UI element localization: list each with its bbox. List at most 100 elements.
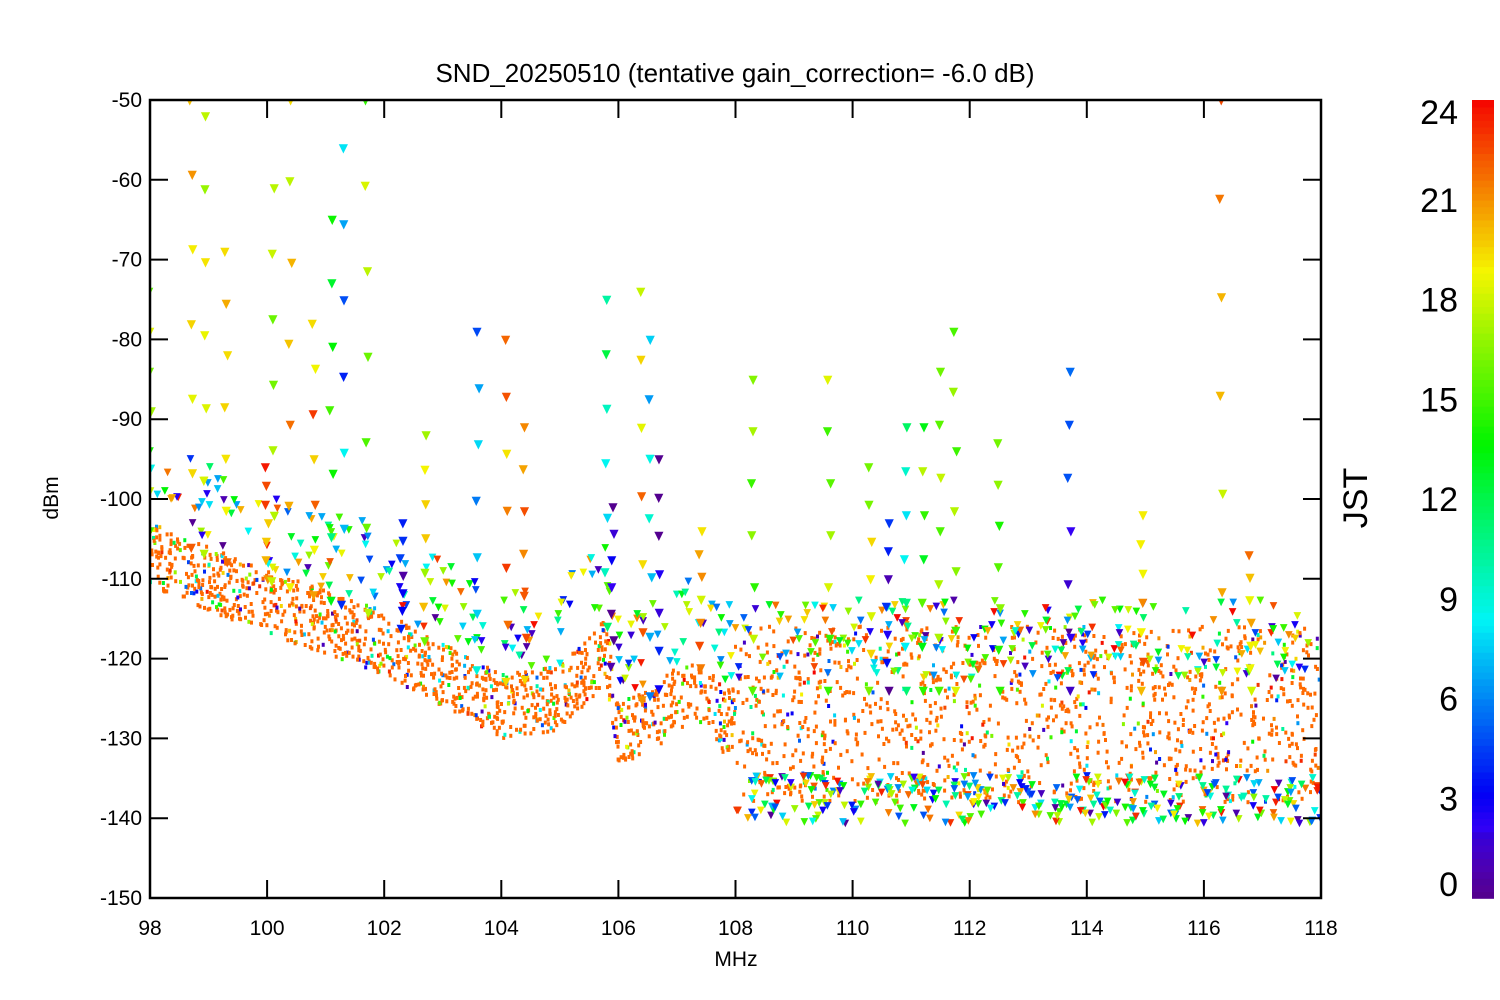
floor-point	[695, 715, 699, 720]
floor-point	[1063, 625, 1067, 630]
clutter-point: ▼	[459, 621, 467, 632]
floor-point	[169, 538, 173, 543]
floor-point	[806, 734, 810, 739]
floor-point	[452, 676, 456, 681]
floor-point	[682, 678, 686, 682]
floor-point	[409, 632, 413, 637]
floor-point	[463, 675, 467, 680]
floor-point	[619, 755, 623, 760]
floor-point	[529, 686, 533, 691]
floor-point	[539, 671, 543, 676]
peak-signal: ▼▼▼▼▼▼▼	[419, 428, 432, 648]
clutter-point: ▼	[681, 587, 689, 598]
floor-point	[1168, 777, 1172, 781]
clutter-point: ▼	[855, 595, 863, 606]
peak-marker: ▼	[995, 519, 1005, 533]
floor-point	[190, 572, 194, 577]
floor-point	[743, 675, 747, 680]
floor-outlier: ▼	[1205, 811, 1213, 822]
floor-outlier: ▼	[896, 803, 904, 814]
clutter-point: ▼	[204, 530, 212, 541]
floor-point	[421, 687, 425, 692]
floor-point	[1076, 748, 1079, 753]
floor-point	[988, 703, 992, 708]
floor-point	[594, 640, 597, 645]
clutter-point: ▼	[189, 517, 197, 528]
floor-point	[1024, 718, 1028, 723]
floor-point	[697, 667, 701, 671]
clutter-point: ▼	[203, 488, 211, 499]
floor-point	[824, 633, 828, 638]
floor-point	[880, 628, 883, 633]
floor-point	[420, 673, 423, 678]
floor-point	[845, 690, 849, 694]
clutter-point: ▼	[228, 508, 236, 519]
floor-outlier: ▼	[1055, 816, 1063, 827]
floor-outlier: ▼	[1308, 815, 1316, 826]
floor-point	[1171, 628, 1175, 633]
floor-point	[467, 670, 470, 675]
floor-point	[736, 690, 740, 695]
floor-point	[924, 788, 927, 793]
floor-point	[522, 711, 526, 716]
clutter-point: ▼	[625, 663, 633, 674]
floor-point	[1122, 713, 1126, 718]
floor-point	[316, 591, 320, 596]
clutter-point: ▼	[345, 589, 353, 600]
floor-point	[1220, 733, 1224, 738]
clutter-point: ▼	[745, 625, 753, 636]
floor-outlier: ▼	[1101, 810, 1109, 821]
floor-point	[152, 538, 156, 543]
floor-point	[957, 781, 961, 786]
floor-point	[723, 691, 726, 696]
floor-point	[345, 621, 349, 626]
peak-marker: ▼	[826, 476, 836, 490]
floor-point	[1188, 669, 1192, 674]
peak-marker: ▼	[328, 213, 338, 227]
floor-point	[369, 647, 373, 652]
floor-point	[269, 631, 273, 636]
floor-outlier: ▼	[899, 779, 907, 790]
floor-point	[1093, 653, 1097, 658]
floor-point	[1202, 765, 1206, 770]
floor-point	[220, 587, 224, 591]
floor-outlier: ▼	[1235, 774, 1243, 785]
floor-outlier: ▼	[1047, 811, 1055, 822]
floor-outlier: ▼	[919, 774, 927, 785]
clutter-point: ▼	[1212, 662, 1220, 673]
floor-point	[815, 686, 819, 691]
clutter-point: ▼	[627, 630, 635, 641]
floor-point	[699, 720, 703, 725]
floor-point	[988, 771, 992, 776]
floor-point	[1270, 723, 1273, 728]
clutter-point: ▼	[364, 531, 372, 542]
floor-point	[824, 749, 828, 753]
floor-point	[765, 757, 769, 762]
floor-point	[1288, 699, 1292, 703]
peak-marker: ▼	[1245, 661, 1255, 675]
floor-outlier: ▼	[1053, 783, 1061, 794]
colorbar-segment	[1472, 445, 1494, 454]
floor-point	[672, 695, 676, 700]
floor-outlier: ▼	[852, 804, 860, 815]
floor-outlier: ▼	[884, 784, 892, 795]
floor-point	[155, 554, 159, 559]
floor-point	[590, 680, 594, 685]
floor-point	[1012, 647, 1016, 652]
floor-point	[1029, 784, 1033, 789]
floor-point	[1288, 743, 1292, 748]
colorbar-segment	[1472, 432, 1494, 440]
floor-point	[252, 581, 256, 586]
floor-point	[798, 784, 802, 789]
floor-point	[1172, 787, 1176, 792]
floor-point	[1092, 664, 1096, 669]
clutter-point: ▼	[198, 497, 206, 508]
clutter-point: ▼	[850, 622, 858, 633]
floor-point	[1060, 634, 1064, 639]
peak-marker: ▼	[883, 628, 893, 642]
floor-point	[969, 700, 973, 705]
floor-point	[501, 673, 505, 677]
floor-point	[382, 616, 386, 621]
floor-point	[206, 607, 210, 612]
colorbar-segment	[1472, 725, 1494, 733]
